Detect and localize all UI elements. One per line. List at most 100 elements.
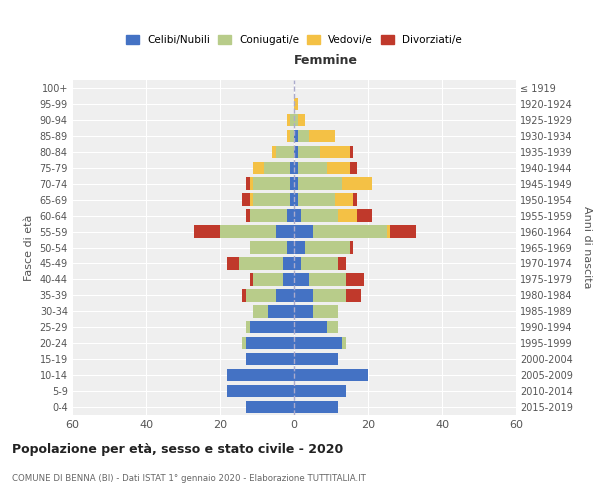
Bar [250,273,253,285]
Bar [298,178,342,190]
Bar [227,369,294,382]
Bar [298,130,309,142]
Bar [242,194,250,206]
Bar [246,178,250,190]
Bar [242,337,246,349]
Bar [246,210,250,222]
Bar [246,289,275,302]
Bar [275,226,294,238]
Bar [253,162,265,174]
Bar [253,305,268,318]
Bar [390,226,416,238]
Bar [294,353,338,366]
Bar [349,162,357,174]
Bar [294,385,346,398]
Bar [294,130,298,142]
Bar [246,353,294,366]
Bar [253,273,283,285]
Bar [253,178,290,190]
Bar [250,321,294,334]
Bar [287,114,290,126]
Bar [305,242,349,254]
Bar [283,273,294,285]
Bar [194,226,220,238]
Bar [253,194,290,206]
Bar [250,210,287,222]
Bar [386,226,390,238]
Bar [272,146,275,158]
Bar [294,273,309,285]
Bar [309,130,335,142]
Bar [283,257,294,270]
Bar [313,226,386,238]
Bar [268,305,294,318]
Bar [242,289,246,302]
Bar [298,114,305,126]
Bar [294,242,305,254]
Bar [328,162,349,174]
Bar [294,321,328,334]
Bar [298,146,320,158]
Bar [338,257,346,270]
Bar [294,178,298,190]
Bar [294,210,301,222]
Bar [294,162,298,174]
Bar [313,305,338,318]
Bar [246,337,294,349]
Bar [349,242,353,254]
Bar [298,194,335,206]
Bar [342,337,346,349]
Bar [294,337,342,349]
Text: Femmine: Femmine [294,54,358,66]
Bar [328,321,338,334]
Bar [342,178,372,190]
Bar [238,257,283,270]
Bar [250,178,253,190]
Bar [320,146,349,158]
Bar [294,146,298,158]
Bar [294,194,298,206]
Bar [294,305,313,318]
Bar [294,98,298,110]
Bar [290,194,294,206]
Text: Popolazione per età, sesso e stato civile - 2020: Popolazione per età, sesso e stato civil… [12,442,343,456]
Text: COMUNE DI BENNA (BI) - Dati ISTAT 1° gennaio 2020 - Elaborazione TUTTITALIA.IT: COMUNE DI BENNA (BI) - Dati ISTAT 1° gen… [12,474,366,483]
Bar [357,210,372,222]
Bar [250,242,287,254]
Bar [227,257,239,270]
Bar [294,401,338,413]
Bar [298,162,328,174]
Bar [275,146,294,158]
Bar [301,257,338,270]
Bar [346,273,364,285]
Bar [265,162,290,174]
Bar [250,194,253,206]
Bar [246,401,294,413]
Y-axis label: Fasce di età: Fasce di età [24,214,34,280]
Y-axis label: Anni di nascita: Anni di nascita [583,206,592,289]
Bar [294,226,313,238]
Bar [313,289,346,302]
Bar [275,289,294,302]
Bar [294,369,368,382]
Bar [338,210,357,222]
Bar [287,210,294,222]
Bar [353,194,357,206]
Bar [227,385,294,398]
Bar [294,289,313,302]
Bar [290,130,294,142]
Bar [335,194,353,206]
Bar [287,242,294,254]
Bar [287,130,290,142]
Bar [220,226,275,238]
Bar [294,257,301,270]
Bar [301,210,338,222]
Bar [290,114,294,126]
Bar [309,273,346,285]
Bar [246,321,250,334]
Bar [349,146,353,158]
Bar [294,114,298,126]
Legend: Celibi/Nubili, Coniugati/e, Vedovi/e, Divorziati/e: Celibi/Nubili, Coniugati/e, Vedovi/e, Di… [123,32,465,48]
Bar [290,162,294,174]
Bar [290,178,294,190]
